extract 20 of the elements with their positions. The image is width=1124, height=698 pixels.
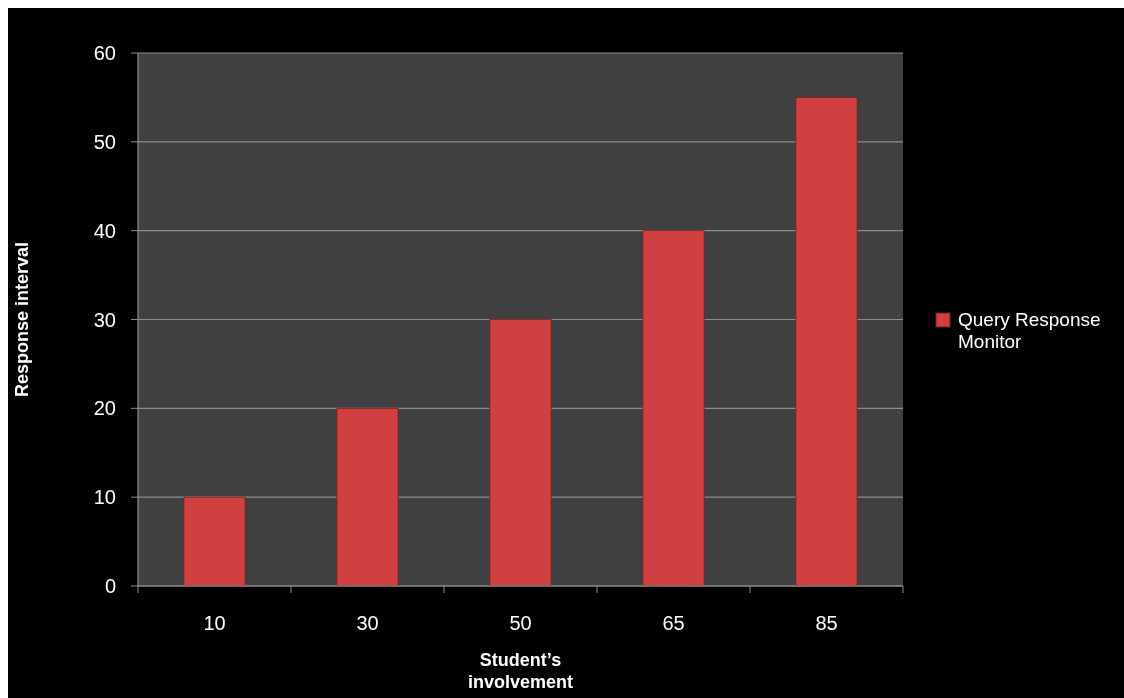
- y-tick-label: 50: [93, 130, 116, 153]
- y-tick-label: 0: [104, 575, 116, 597]
- bar: [489, 319, 552, 587]
- x-tick-label: 10: [203, 612, 226, 634]
- y-tick-label: 10: [93, 486, 116, 509]
- y-tick-label: 20: [93, 397, 116, 420]
- bar: [183, 496, 246, 587]
- x-tick-label: 50: [509, 612, 532, 634]
- y-tick-label: 30: [93, 308, 116, 331]
- y-tick-label: 60: [93, 42, 116, 64]
- y-tick-label: 40: [93, 219, 116, 242]
- x-tick-label: 85: [815, 612, 838, 634]
- bar: [642, 230, 705, 587]
- x-tick-label: 65: [662, 612, 685, 634]
- x-axis-title: Student’s involvement: [467, 650, 574, 692]
- bar: [795, 97, 858, 587]
- legend-label: Query Response Monitor: [958, 309, 1101, 352]
- x-tick-label: 30: [356, 612, 379, 634]
- bar: [336, 407, 399, 587]
- y-axis-title: Response interval: [12, 241, 32, 398]
